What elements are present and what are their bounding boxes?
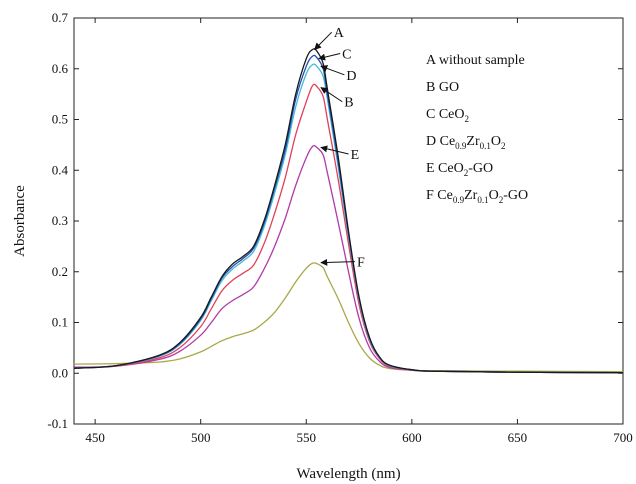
curve-label-arrow bbox=[320, 87, 343, 103]
curve-label-e: E bbox=[351, 148, 360, 163]
curve-label-arrow bbox=[320, 258, 355, 266]
series-line-e bbox=[73, 144, 624, 374]
legend-entry: C CeO2 bbox=[426, 107, 469, 124]
x-tick-label: 550 bbox=[297, 430, 317, 445]
y-tick-label: 0.2 bbox=[52, 264, 68, 279]
legend-entry: D Ce0.9Zr0.1O2 bbox=[426, 134, 506, 151]
series-line-a bbox=[73, 48, 624, 374]
curve-label-arrow bbox=[320, 145, 349, 155]
x-axis-title: Wavelength (nm) bbox=[296, 466, 400, 482]
y-tick-label: 0.7 bbox=[52, 10, 69, 25]
y-tick-label: 0.1 bbox=[52, 315, 68, 330]
legend-entry: E CeO2-GO bbox=[426, 161, 493, 178]
legend-entry: B GO bbox=[426, 80, 459, 95]
curve-label-arrow bbox=[320, 65, 345, 76]
legend-entry: F Ce0.9Zr0.1O2-GO bbox=[426, 188, 528, 205]
x-tick-label: 700 bbox=[613, 430, 633, 445]
curve-label-arrow bbox=[314, 31, 333, 50]
y-tick-label: 0.4 bbox=[52, 162, 69, 177]
y-tick-label: -0.1 bbox=[47, 416, 68, 431]
legend: A without sample B GO C CeO2 D Ce0.9Zr0.1O2… bbox=[426, 53, 528, 205]
legend-entry: A without sample bbox=[426, 53, 525, 68]
y-tick-label: 0.6 bbox=[52, 61, 69, 76]
curve-label-a: A bbox=[334, 26, 345, 41]
curve-label-b: B bbox=[344, 96, 353, 111]
x-tick-label: 600 bbox=[402, 430, 422, 445]
x-tick-label: 450 bbox=[85, 430, 105, 445]
series-line-f bbox=[73, 262, 624, 373]
spectra-curves bbox=[73, 48, 624, 374]
y-tick-label: 0.0 bbox=[52, 365, 68, 380]
x-tick-label: 500 bbox=[191, 430, 211, 445]
curve-label-c: C bbox=[342, 48, 351, 63]
y-tick-label: 0.3 bbox=[52, 213, 68, 228]
curve-label-f: F bbox=[357, 256, 365, 271]
curve-label-arrow bbox=[318, 53, 341, 61]
y-axis-title: Absorbance bbox=[12, 185, 28, 257]
curve-label-d: D bbox=[346, 69, 356, 84]
x-tick-label: 650 bbox=[508, 430, 528, 445]
y-tick-label: 0.5 bbox=[52, 112, 68, 127]
axes: 450 500 550 600 650 700 -0.1 0.0 0.1 0.2 0.3 0.4 0.5… bbox=[47, 10, 632, 445]
